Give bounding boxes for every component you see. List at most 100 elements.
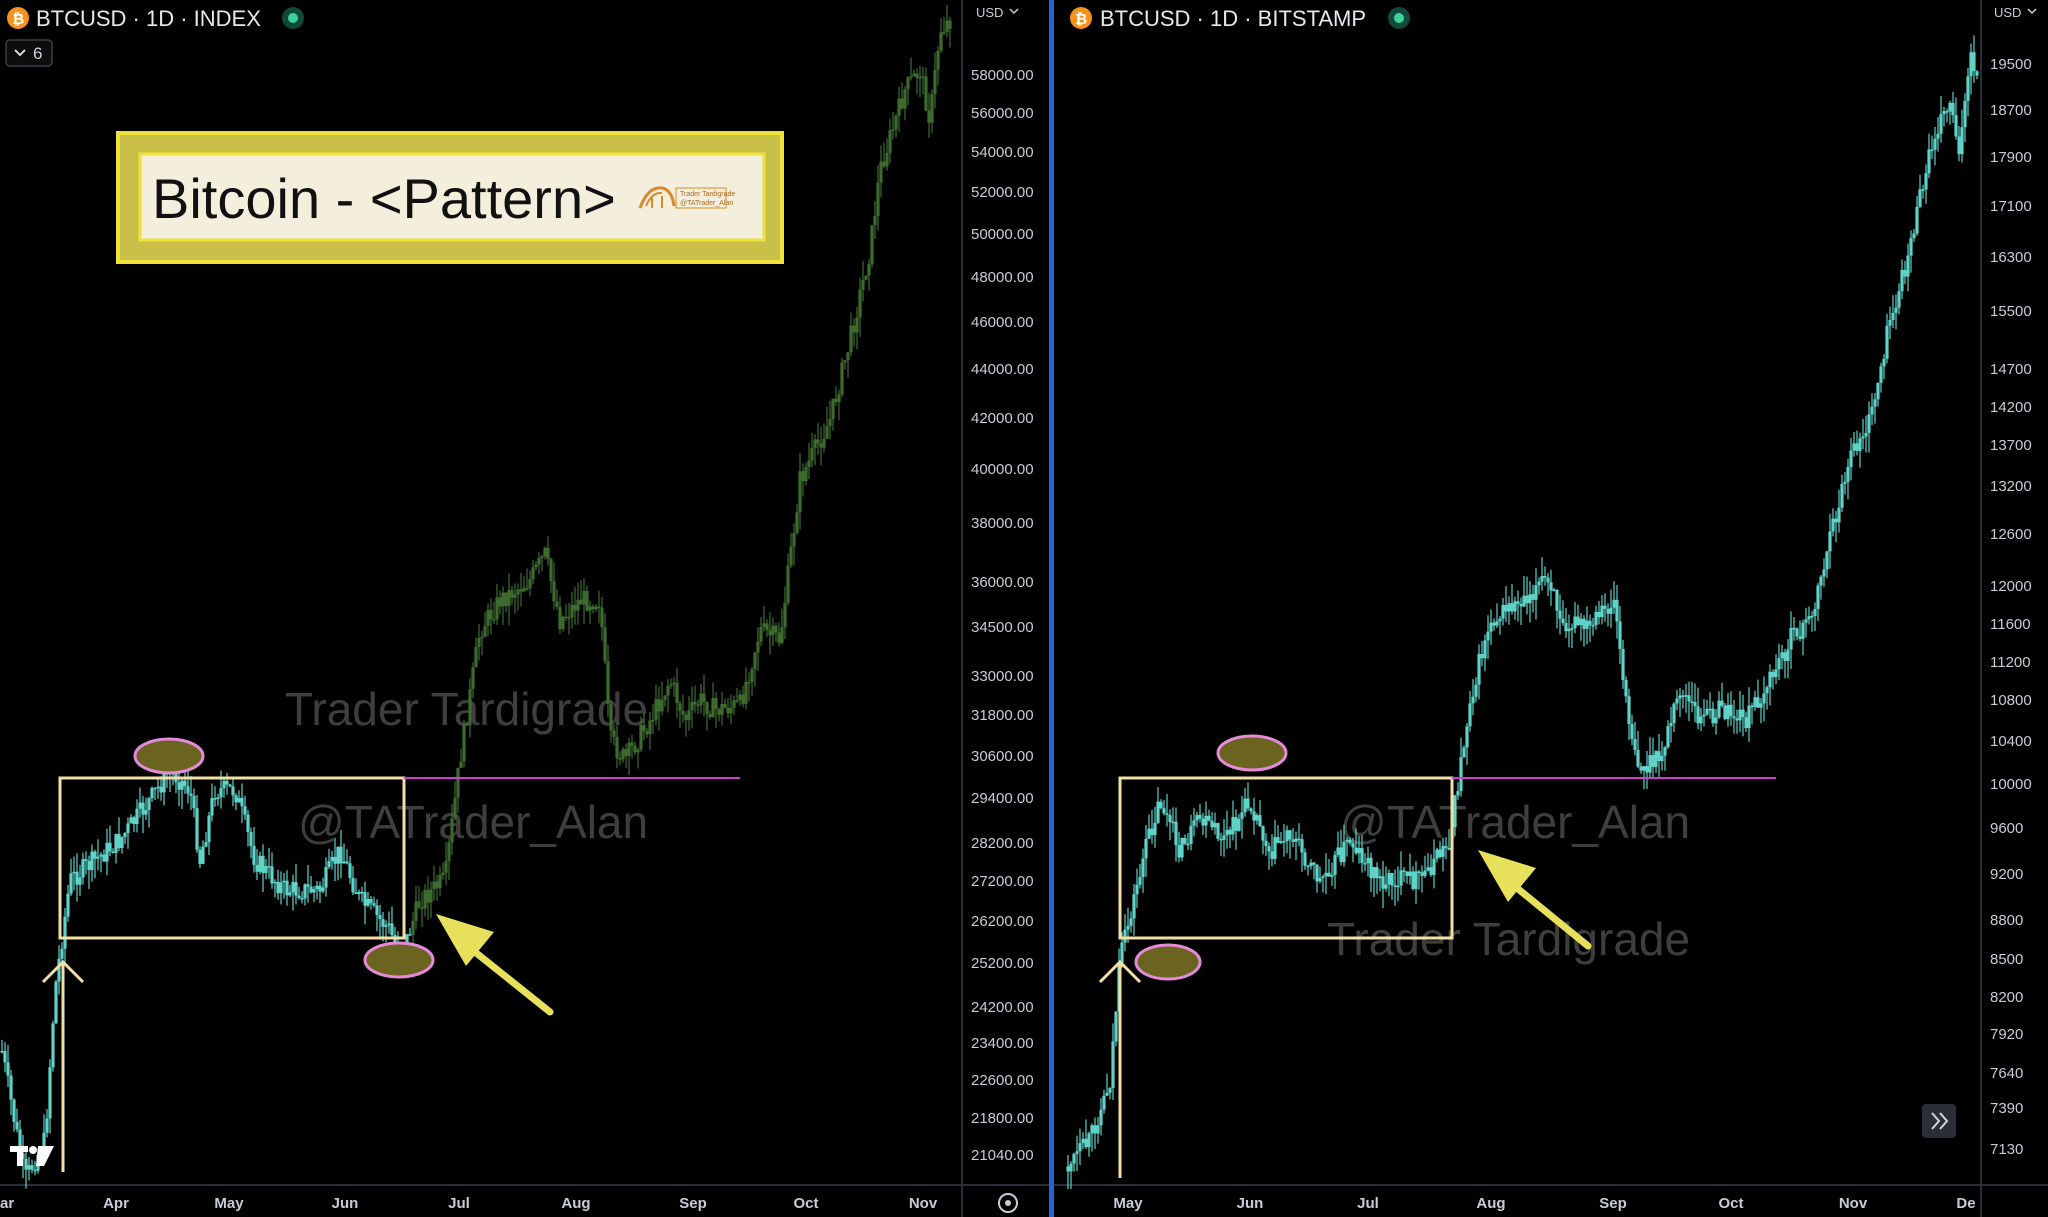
candle-body: [1486, 631, 1490, 641]
candle-body: [822, 438, 826, 448]
candle-body: [1123, 929, 1127, 943]
candle-body: [120, 837, 124, 849]
candle-body: [216, 797, 220, 799]
candle-body: [1798, 636, 1802, 639]
candle-body: [1120, 942, 1124, 964]
candle-body: [867, 264, 871, 276]
candle-body: [1756, 697, 1760, 708]
candle-body: [1441, 846, 1445, 858]
indicators-toggle[interactable]: 6: [5, 39, 53, 67]
left-price-axis[interactable]: 58000.00 56000.00 54000.00 52000.00 50000.00…: [971, 67, 1034, 1164]
left-y-tick-label: 54000.00: [971, 144, 1034, 161]
candle-body: [156, 786, 160, 789]
candle-body: [315, 885, 319, 890]
right-price-axis[interactable]: 19500 18700 17900 17100 16300 15500 14700 14200…: [1990, 56, 2032, 1158]
scroll-to-realtime-button[interactable]: [1922, 1104, 1956, 1138]
candle-body: [351, 877, 355, 893]
candle-body: [1672, 703, 1676, 724]
candle-body: [591, 606, 595, 610]
candle-body: [1387, 873, 1391, 885]
tradingview-logo-icon[interactable]: [10, 1146, 54, 1166]
candle-body: [1732, 716, 1736, 719]
candle-body: [1633, 738, 1637, 751]
pane-divider[interactable]: [1049, 0, 1054, 1217]
left-range-box: [58, 776, 406, 940]
candle-body: [1195, 814, 1199, 821]
candle-body: [1426, 867, 1430, 871]
candle-body: [387, 923, 391, 926]
candle-body: [1276, 837, 1280, 843]
candle-body: [75, 871, 79, 885]
right-time-axis[interactable]: May Jun Jul Aug Sep Oct Nov De: [1113, 1195, 1975, 1212]
left-y-tick-label: 25200.00: [971, 955, 1034, 972]
candle-body: [1144, 838, 1148, 859]
candle-body: [1180, 837, 1184, 858]
left-time-axis[interactable]: ar Apr May Jun Jul Aug Sep Oct Nov: [0, 1195, 938, 1212]
candle-body: [1471, 696, 1475, 704]
left-header[interactable]: ₿ BTCUSD · 1D · INDEX: [7, 6, 304, 31]
candle-body: [9, 1075, 13, 1100]
candle-body: [87, 860, 91, 871]
candle-body: [633, 745, 637, 753]
candle-body: [603, 627, 607, 662]
candle-body: [771, 625, 775, 636]
candle-body: [1333, 854, 1337, 875]
candle-body: [627, 742, 631, 757]
candle-body: [1255, 815, 1259, 821]
candle-body: [144, 810, 148, 815]
candle-body: [1408, 871, 1412, 877]
candle-body: [246, 814, 250, 833]
title-annotation[interactable]: Bitcoin - <Pattern> Trader Tardigrade @T…: [116, 131, 784, 264]
candle-body: [189, 793, 193, 796]
candle-body: [921, 76, 925, 78]
settings-gear-icon[interactable]: [998, 1193, 1018, 1213]
candle-body: [1246, 798, 1250, 809]
candle-body: [1897, 291, 1901, 308]
bitcoin-icon-right: [1070, 7, 1092, 29]
candle-body: [1309, 862, 1313, 867]
right-y-tick-label: 12000: [1990, 578, 2032, 595]
chevron-down-icon: [14, 49, 26, 57]
candle-body: [504, 592, 508, 606]
right-y-tick-label: 11600: [1990, 616, 2031, 633]
candle-body: [1396, 885, 1400, 888]
candle-body: [1390, 873, 1394, 886]
candle-body: [1768, 671, 1772, 688]
candle-body: [54, 981, 58, 1024]
double-chevron-right-icon: [1931, 1112, 1941, 1130]
candle-body: [312, 889, 316, 893]
right-currency-button[interactable]: USD: [1994, 5, 2037, 20]
candle-body: [489, 609, 493, 620]
candle-body: [1297, 838, 1301, 841]
candle-body: [276, 881, 280, 894]
candle-body: [1681, 695, 1685, 697]
candle-body: [684, 714, 688, 721]
candle-body: [96, 856, 100, 859]
candle-body: [735, 700, 739, 702]
candle-body: [1420, 872, 1424, 876]
candle-body: [237, 797, 241, 803]
candle-body: [858, 289, 862, 318]
candle-body: [327, 861, 331, 868]
candle-body: [1774, 669, 1778, 678]
candle-body: [1762, 693, 1766, 704]
candle-body: [210, 798, 214, 816]
right-header[interactable]: ₿ BTCUSD · 1D · BITSTAMP: [1070, 6, 1410, 31]
candle-body: [1621, 648, 1625, 680]
candle-body: [1342, 841, 1346, 863]
candle-body: [192, 795, 196, 809]
left-x-tick-label: Jun: [332, 1195, 359, 1212]
candle-body: [804, 467, 808, 482]
candle-body: [798, 471, 802, 513]
left-currency-button[interactable]: USD: [976, 5, 1019, 20]
candle-body: [807, 460, 811, 468]
candle-body: [933, 69, 937, 95]
left-top-ellipse: [133, 737, 205, 775]
candle-body: [1198, 814, 1202, 819]
candle-body: [492, 619, 496, 621]
candle-body: [531, 567, 535, 580]
candle-body: [1771, 671, 1775, 678]
left-y-tick-label: 36000.00: [971, 574, 1034, 591]
candle-body: [483, 626, 487, 637]
candle-body: [357, 891, 361, 894]
